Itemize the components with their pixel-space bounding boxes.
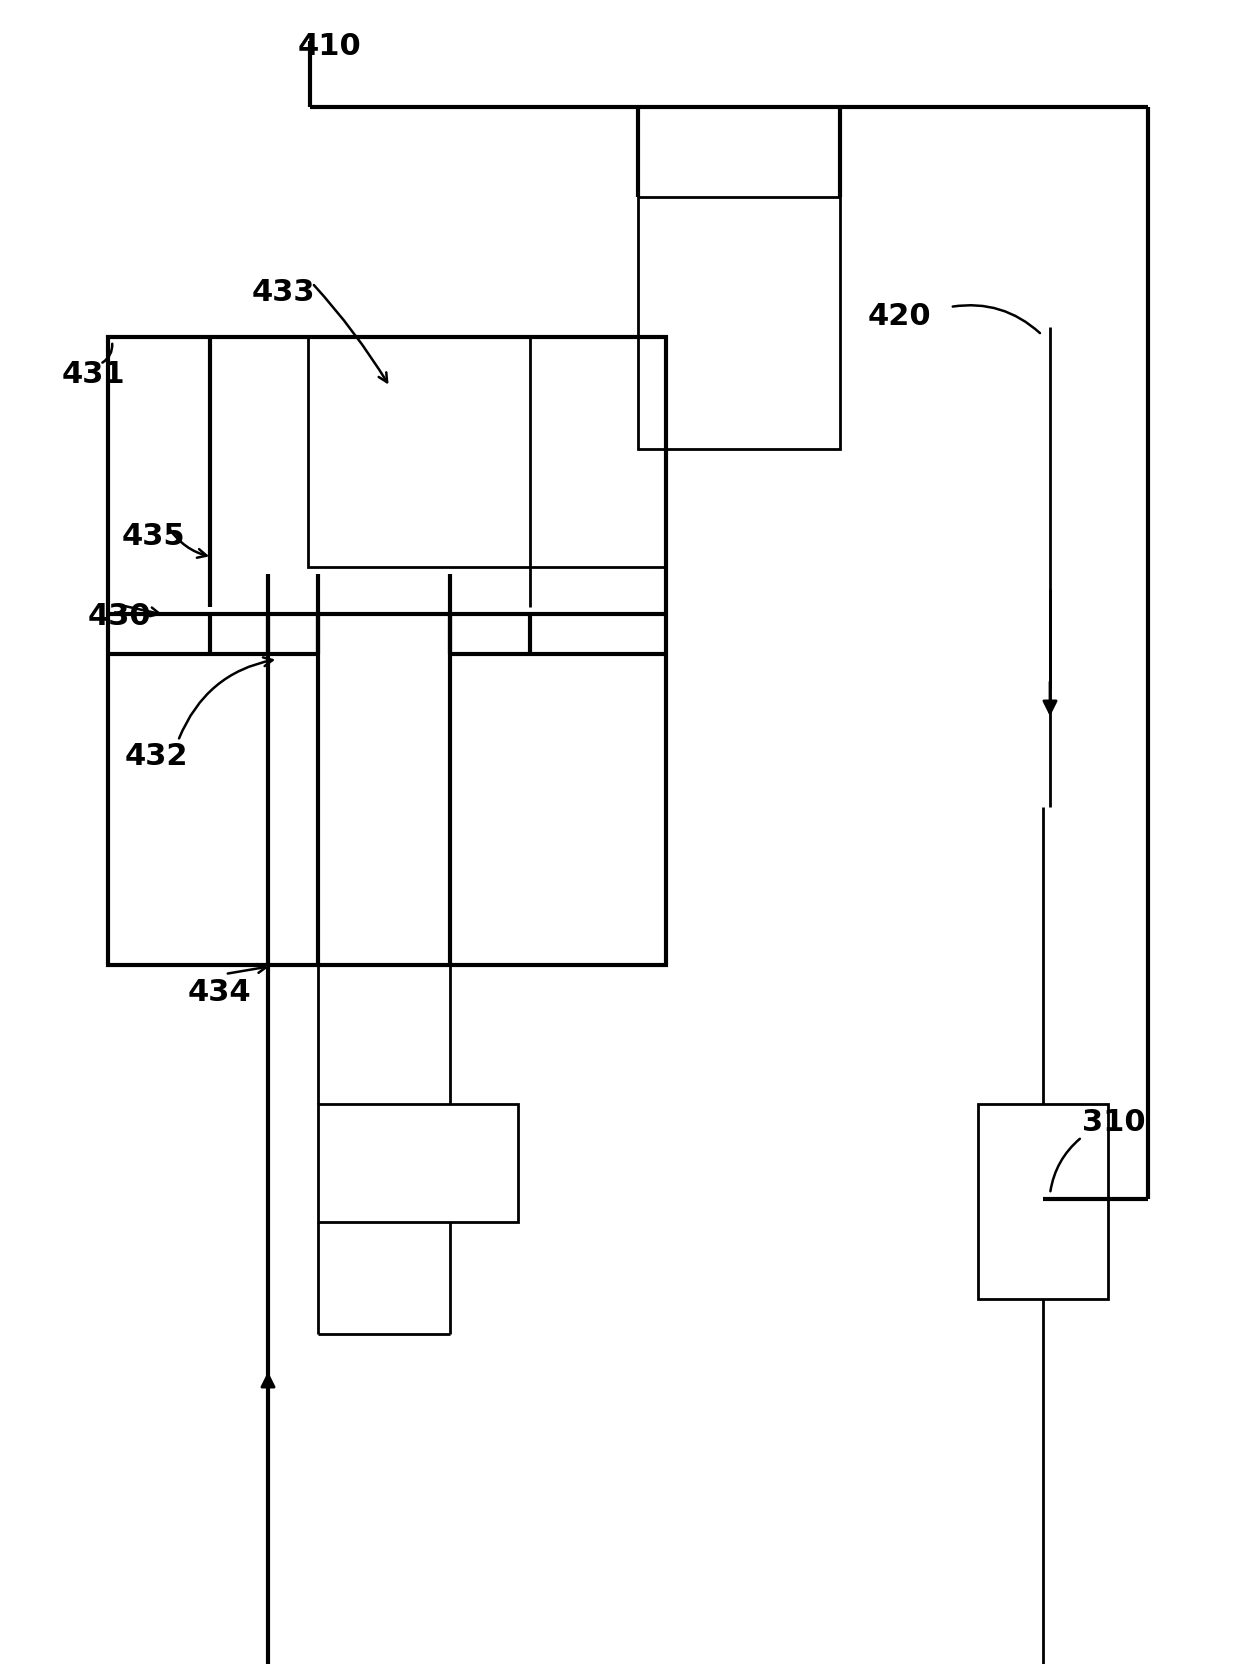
Bar (108, 338, 666, 965)
Text: 410: 410 (298, 32, 362, 62)
Bar (639, 198, 839, 449)
Bar (317, 1105, 518, 1223)
Text: 430: 430 (88, 602, 151, 631)
Bar (308, 338, 666, 567)
Text: 433: 433 (252, 278, 315, 306)
Text: 434: 434 (188, 977, 252, 1007)
Text: 310: 310 (1083, 1107, 1146, 1137)
Text: 431: 431 (62, 359, 125, 389)
Text: 432: 432 (125, 742, 188, 770)
Bar (978, 1105, 1109, 1300)
Text: 435: 435 (122, 522, 186, 551)
Text: 420: 420 (868, 301, 931, 331)
